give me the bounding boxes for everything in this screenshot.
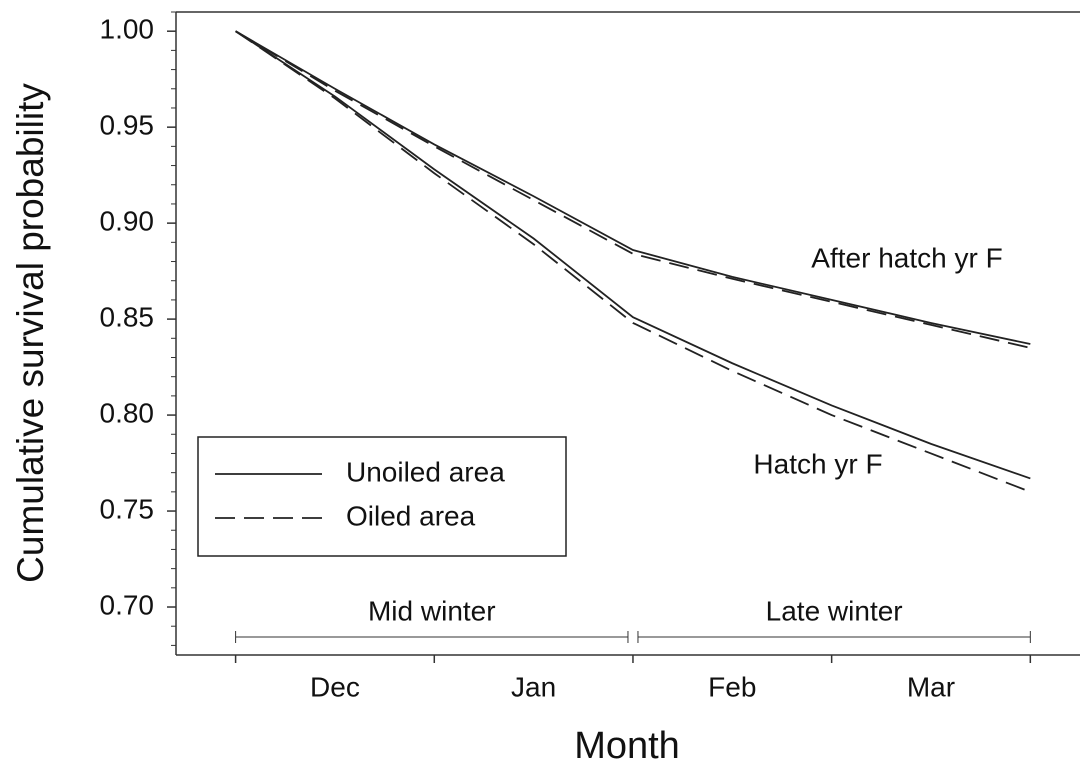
legend-label: Oiled area: [346, 500, 476, 531]
legend-label: Unoiled area: [346, 456, 505, 487]
y-tick-label: 0.95: [100, 110, 155, 141]
y-tick-label: 0.90: [100, 206, 155, 237]
line: [235, 30, 1031, 493]
group-label: After hatch yr F: [811, 242, 1002, 273]
y-tick-label: 0.85: [100, 301, 155, 332]
x-tick-label: Jan: [511, 671, 556, 702]
legend-box: [197, 436, 567, 557]
x-axis-label: Month: [574, 725, 680, 767]
group-label: Hatch yr F: [753, 448, 882, 479]
line: [235, 30, 1031, 345]
period-label: Mid winter: [368, 595, 496, 626]
y-tick-label: 0.70: [100, 589, 155, 620]
line: [235, 30, 1031, 349]
y-tick-label: 0.80: [100, 397, 155, 428]
x-tick-label: Mar: [907, 671, 955, 702]
line: [235, 30, 1031, 480]
y-tick-label: 0.75: [100, 493, 155, 524]
x-tick-label: Feb: [708, 671, 756, 702]
y-tick-label: 1.00: [100, 14, 155, 45]
x-tick-label: Dec: [310, 671, 360, 702]
period-label: Late winter: [766, 595, 903, 626]
y-axis-label: Cumulative survival probability: [10, 83, 51, 583]
